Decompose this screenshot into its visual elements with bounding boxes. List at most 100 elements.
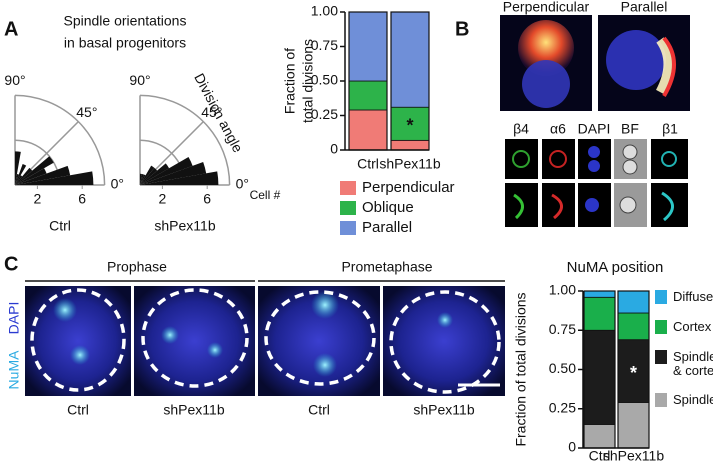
chart-title: Ctrl [49, 218, 71, 234]
cell-outline [389, 290, 501, 394]
channel-label: β1 [662, 121, 678, 137]
bar-segment [617, 402, 650, 449]
condition-label: shPex11b [413, 402, 474, 418]
chart-title: shPex11b [154, 218, 215, 234]
cell [588, 160, 600, 172]
x-tick-label: shPex11b [603, 448, 664, 464]
legend-swatch [340, 221, 356, 235]
y-tick-label: 0.50 [549, 360, 576, 376]
legend-swatch [655, 320, 667, 334]
cell [585, 198, 599, 212]
bar-segment [348, 80, 388, 111]
channel-label: α6 [550, 121, 566, 137]
bar [15, 168, 47, 185]
cell [518, 20, 574, 76]
legend-swatch [655, 393, 667, 407]
r-tick-label: 2 [159, 191, 167, 207]
micrograph [383, 286, 505, 396]
condition-label: Ctrl [67, 402, 89, 418]
y-tick-label: 1.00 [311, 3, 338, 19]
micrograph-group [500, 15, 690, 111]
angle-tick-label: 0° [111, 176, 124, 192]
axis-label: total divisions [300, 39, 316, 123]
panel-label: A [4, 18, 18, 40]
axis-label: Cell # [250, 188, 281, 202]
legend-label: Diffuse [673, 289, 713, 304]
cell [549, 150, 567, 168]
bar [140, 165, 155, 185]
bar [140, 173, 142, 185]
stain-label: DAPI [6, 302, 22, 335]
cell-outline [30, 288, 126, 392]
bar [15, 173, 19, 185]
annotation: * [406, 116, 413, 136]
bar [140, 163, 170, 185]
cell-edge [662, 36, 676, 98]
cell-edge [655, 37, 673, 95]
bar-segment [617, 312, 650, 341]
channel-label: BF [621, 121, 639, 137]
micrograph [25, 286, 131, 396]
panel-label: B [455, 18, 469, 40]
stain-label: NuMA [6, 350, 22, 390]
legend-label: Cortex [673, 319, 712, 334]
y-tick-label: 1.00 [549, 282, 576, 298]
signal [437, 312, 453, 328]
bar-segment [390, 139, 430, 151]
bar-segment [348, 11, 388, 82]
bar-segment [583, 296, 616, 331]
annotation: * [630, 363, 637, 383]
channel-image [578, 139, 611, 179]
y-tick-label: 0.50 [311, 72, 338, 88]
cell [622, 159, 638, 175]
r-tick-label: 6 [203, 191, 211, 207]
bar-segment [617, 290, 650, 314]
micrograph-row [25, 286, 505, 396]
panel-label: C [4, 253, 18, 275]
signal [53, 298, 77, 322]
signal [313, 353, 337, 377]
y-tick-label: 0.25 [311, 106, 338, 122]
cell [588, 146, 600, 158]
r-tick-label: 2 [34, 191, 42, 207]
condition-label: Ctrl [308, 402, 330, 418]
y-tick-label: 0.25 [549, 399, 576, 415]
angle-tick-label: 90° [4, 72, 25, 88]
channel-image [505, 139, 538, 179]
y-tick-label: 0 [330, 141, 338, 157]
legend-label: Spindle [673, 392, 713, 407]
x-tick-label: Ctrl [589, 448, 611, 464]
stage-label: Prometaphase [341, 259, 432, 275]
bar [140, 171, 219, 185]
bar [15, 171, 94, 185]
bar [15, 175, 23, 185]
x-tick-label: Ctrl [357, 156, 379, 172]
bar-segment [583, 290, 616, 298]
legend-label: Perpendicular [362, 179, 455, 196]
chart-title: NuMA position [567, 259, 664, 276]
panel-title: Spindle orientations [64, 13, 187, 29]
cell [661, 151, 677, 167]
legend-swatch [340, 201, 356, 215]
axis-label: Fraction of [282, 48, 298, 114]
condition-label: shPex11b [163, 402, 224, 418]
cell [606, 30, 666, 90]
legend-label: Parallel [362, 219, 412, 236]
bar [15, 167, 33, 185]
channel-label: β4 [513, 121, 529, 137]
channel-image [542, 139, 575, 179]
bar-segment [390, 11, 430, 108]
cell-outline [264, 290, 376, 386]
bar [15, 165, 71, 185]
y-tick-label: 0.75 [549, 321, 576, 337]
legend-swatch [655, 290, 667, 304]
channel-image [542, 183, 575, 227]
bar [140, 167, 158, 185]
angle-tick-label: 0° [236, 176, 249, 192]
r-tick-label: 6 [78, 191, 86, 207]
channel-grid [505, 139, 688, 227]
bar [15, 163, 27, 185]
x-tick-label: shPex11b [379, 156, 440, 172]
cell [512, 150, 530, 168]
signal [207, 342, 223, 358]
